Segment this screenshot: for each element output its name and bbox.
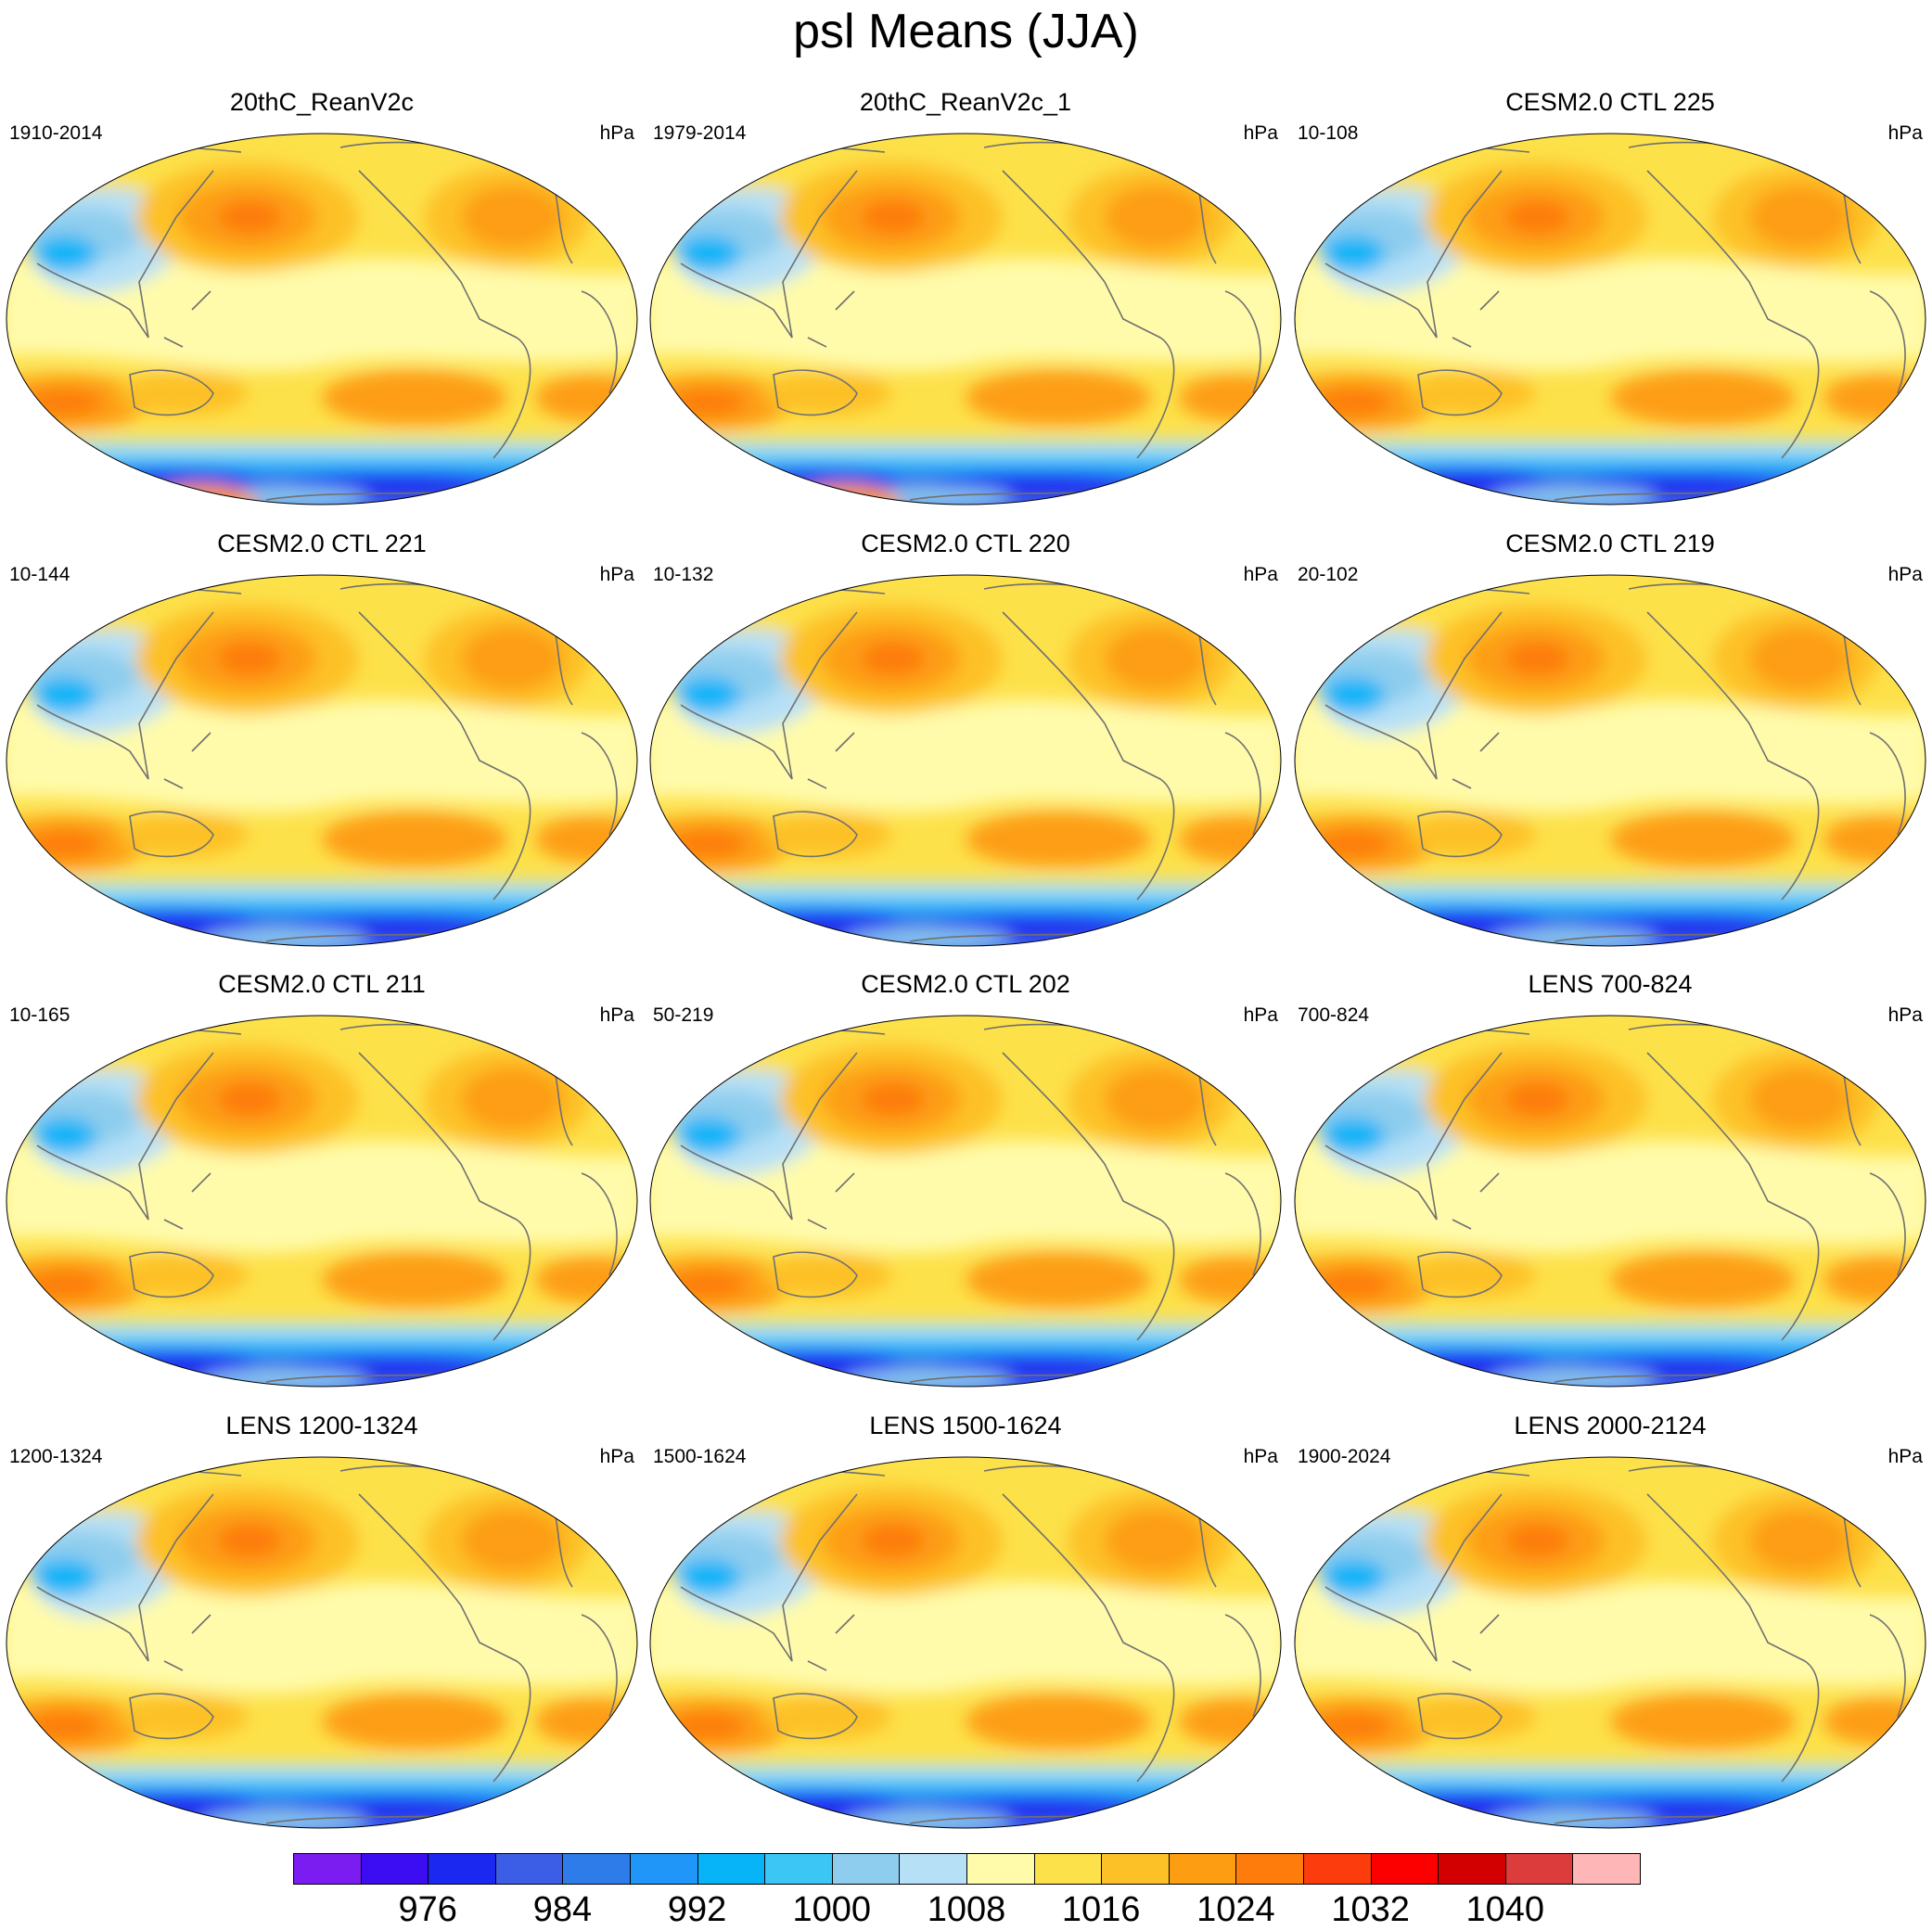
panel-period-label: 700-824 <box>1298 1004 1370 1026</box>
colorbar-cell <box>1370 1853 1439 1885</box>
world-map <box>1294 1015 1926 1388</box>
colorbar-cell <box>360 1853 429 1885</box>
panel-units-label: hPa <box>599 122 634 144</box>
map-panel: 20thC_ReanV2c 1910-2014 hPa <box>0 87 644 523</box>
panel-units-label: hPa <box>1887 1446 1923 1467</box>
map-panel: CESM2.0 CTL 202 50-219 hPa <box>644 969 1287 1405</box>
world-map <box>649 574 1282 947</box>
colorbar-cell <box>1438 1853 1506 1885</box>
panel-units-label: hPa <box>1887 564 1923 585</box>
map-panel: CESM2.0 CTL 211 10-165 hPa <box>0 969 644 1405</box>
map-panel: LENS 2000-2124 1900-2024 hPa <box>1288 1411 1932 1847</box>
colorbar-cell <box>494 1853 564 1885</box>
panel-units-label: hPa <box>1887 1004 1923 1026</box>
panel-title: CESM2.0 CTL 225 <box>1505 88 1715 116</box>
panel-units-label: hPa <box>1887 122 1923 144</box>
panel-units-label: hPa <box>1243 564 1278 585</box>
map-panel: CESM2.0 CTL 225 10-108 hPa <box>1288 87 1932 523</box>
world-map <box>1294 133 1926 505</box>
panel-period-label: 1910-2014 <box>9 122 103 144</box>
map-panel: CESM2.0 CTL 221 10-144 hPa <box>0 529 644 965</box>
colorbar-cell <box>764 1853 833 1885</box>
panel-period-label: 1979-2014 <box>653 122 747 144</box>
colorbar-cell <box>899 1853 967 1885</box>
colorbar-cell <box>1572 1853 1641 1885</box>
panel-title: CESM2.0 CTL 219 <box>1505 530 1715 557</box>
colorbar-cell <box>1033 1853 1103 1885</box>
panel-title: LENS 1500-1624 <box>869 1412 1062 1439</box>
map-panel: CESM2.0 CTL 219 20-102 hPa <box>1288 529 1932 965</box>
colorbar-label: 1008 <box>927 1890 1006 1929</box>
colorbar-cell <box>1235 1853 1304 1885</box>
panel-title: 20thC_ReanV2c <box>229 88 415 116</box>
colorbar-cell <box>1504 1853 1574 1885</box>
panel-period-label: 50-219 <box>653 1004 714 1026</box>
panel-period-label: 10-132 <box>653 564 714 585</box>
panel-title: LENS 700-824 <box>1528 970 1693 998</box>
map-panel: 20thC_ReanV2c_1 1979-2014 hPa <box>644 87 1287 523</box>
colorbar-label: 1032 <box>1331 1890 1410 1929</box>
panel-units-label: hPa <box>1243 1004 1278 1026</box>
colorbar-cell <box>831 1853 901 1885</box>
map-panel: LENS 700-824 700-824 hPa <box>1288 969 1932 1405</box>
panel-period-label: 1200-1324 <box>9 1446 103 1467</box>
panel-period-label: 1900-2024 <box>1298 1446 1391 1467</box>
world-map <box>1294 1456 1926 1829</box>
world-map <box>1294 574 1926 947</box>
world-map <box>6 133 638 505</box>
colorbar-label: 976 <box>398 1890 457 1929</box>
map-panel: LENS 1500-1624 1500-1624 hPa <box>644 1411 1287 1847</box>
colorbar-cell <box>1303 1853 1372 1885</box>
world-map <box>649 1015 1282 1388</box>
panel-period-label: 20-102 <box>1298 564 1359 585</box>
colorbar-label: 1016 <box>1061 1890 1141 1929</box>
world-map <box>6 1015 638 1388</box>
panel-title: CESM2.0 CTL 211 <box>218 970 426 998</box>
colorbar-cell <box>562 1853 631 1885</box>
panel-units-label: hPa <box>1243 122 1278 144</box>
colorbar-label: 1000 <box>792 1890 872 1929</box>
panel-units-label: hPa <box>599 1446 634 1467</box>
map-panel: LENS 1200-1324 1200-1324 hPa <box>0 1411 644 1847</box>
colorbar-cell <box>293 1853 362 1885</box>
colorbar-label: 1040 <box>1465 1890 1545 1929</box>
colorbar-cell <box>1168 1853 1237 1885</box>
panel-title: LENS 1200-1324 <box>225 1412 418 1439</box>
colorbar-cell <box>966 1853 1035 1885</box>
colorbar-cell <box>697 1853 766 1885</box>
colorbar-label: 992 <box>667 1890 727 1929</box>
colorbar-label: 984 <box>532 1890 593 1929</box>
page-title: psl Means (JJA) <box>793 5 1139 58</box>
world-map <box>649 133 1282 505</box>
colorbar-cell <box>630 1853 698 1885</box>
colorbar-label: 1024 <box>1196 1890 1275 1929</box>
panel-title: CESM2.0 CTL 202 <box>861 970 1070 998</box>
colorbar-cell <box>1101 1853 1170 1885</box>
panel-title: 20thC_ReanV2c_1 <box>859 88 1072 116</box>
panel-period-label: 10-108 <box>1298 122 1359 144</box>
panel-period-label: 10-165 <box>9 1004 70 1026</box>
map-panel: CESM2.0 CTL 220 10-132 hPa <box>644 529 1287 965</box>
world-map <box>649 1456 1282 1829</box>
panel-period-label: 1500-1624 <box>653 1446 747 1467</box>
colorbar <box>293 1853 1641 1886</box>
panel-title: CESM2.0 CTL 221 <box>217 530 427 557</box>
panel-units-label: hPa <box>599 1004 634 1026</box>
world-map <box>6 574 638 947</box>
colorbar-cell <box>428 1853 496 1885</box>
panel-units-label: hPa <box>599 564 634 585</box>
panel-title: LENS 2000-2124 <box>1514 1412 1707 1439</box>
panel-title: CESM2.0 CTL 220 <box>861 530 1070 557</box>
panel-units-label: hPa <box>1243 1446 1278 1467</box>
panel-period-label: 10-144 <box>9 564 70 585</box>
world-map <box>6 1456 638 1829</box>
